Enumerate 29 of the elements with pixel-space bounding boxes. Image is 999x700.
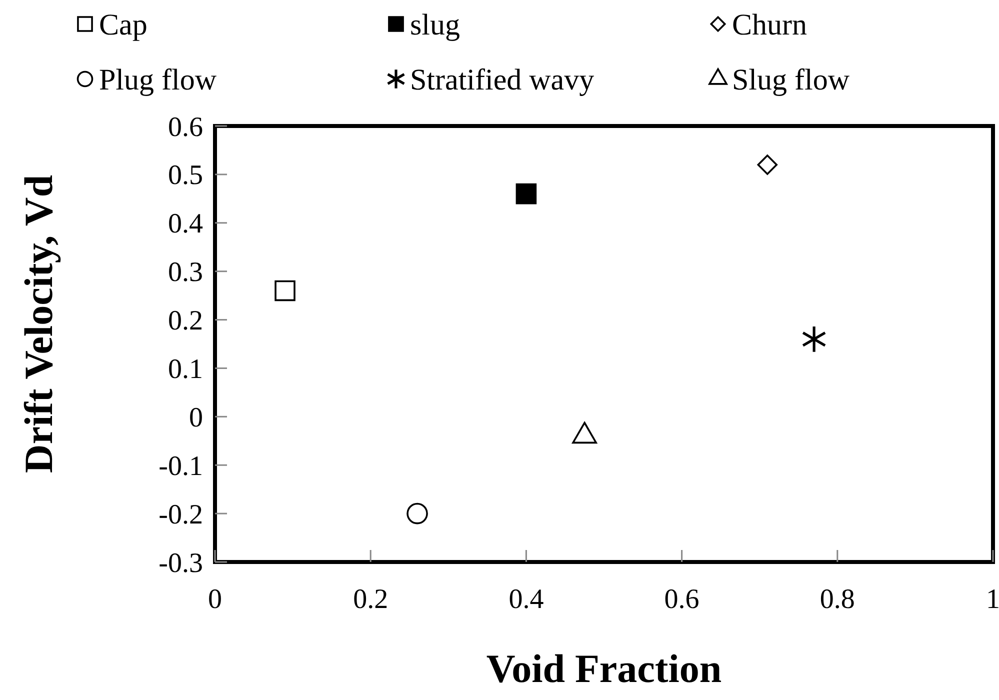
x-tick-label: 1 — [986, 584, 999, 615]
y-tick-label: 0.3 — [168, 257, 203, 288]
y-tick-label: 0.6 — [168, 112, 203, 143]
y-tick-label: -0.1 — [158, 450, 203, 482]
y-tick-label: -0.3 — [158, 548, 203, 579]
legend-label: slug — [410, 8, 460, 42]
x-tick-label: 0.6 — [664, 584, 700, 615]
point — [757, 154, 778, 175]
y-tick-label: 0.2 — [168, 306, 203, 337]
legend-label: Slug flow — [732, 64, 850, 96]
x-tick-label: 0 — [208, 584, 222, 615]
y-tick-label: 0 — [189, 402, 203, 434]
legend-label: Churn — [732, 8, 807, 42]
x-tick-label: 0.8 — [820, 584, 855, 615]
x-axis-title: Void Fraction — [486, 646, 722, 691]
point — [516, 183, 537, 204]
point — [274, 280, 296, 302]
x-tick-label: 0.2 — [353, 584, 388, 615]
y-tick-label: 0.4 — [168, 208, 203, 240]
legend-label: Plug flow — [99, 64, 217, 96]
y-tick-label: 0.1 — [168, 354, 203, 386]
legend-label: Stratified wavy — [410, 64, 594, 96]
point — [802, 326, 826, 352]
legend-label: Cap — [99, 8, 148, 42]
y-axis-title: Drift Velocity, Vd — [16, 174, 61, 474]
point — [406, 502, 428, 524]
y-tick-label: 0.5 — [168, 160, 203, 192]
y-tick-label: -0.2 — [158, 499, 203, 530]
x-tick-label: 0.4 — [508, 584, 544, 615]
